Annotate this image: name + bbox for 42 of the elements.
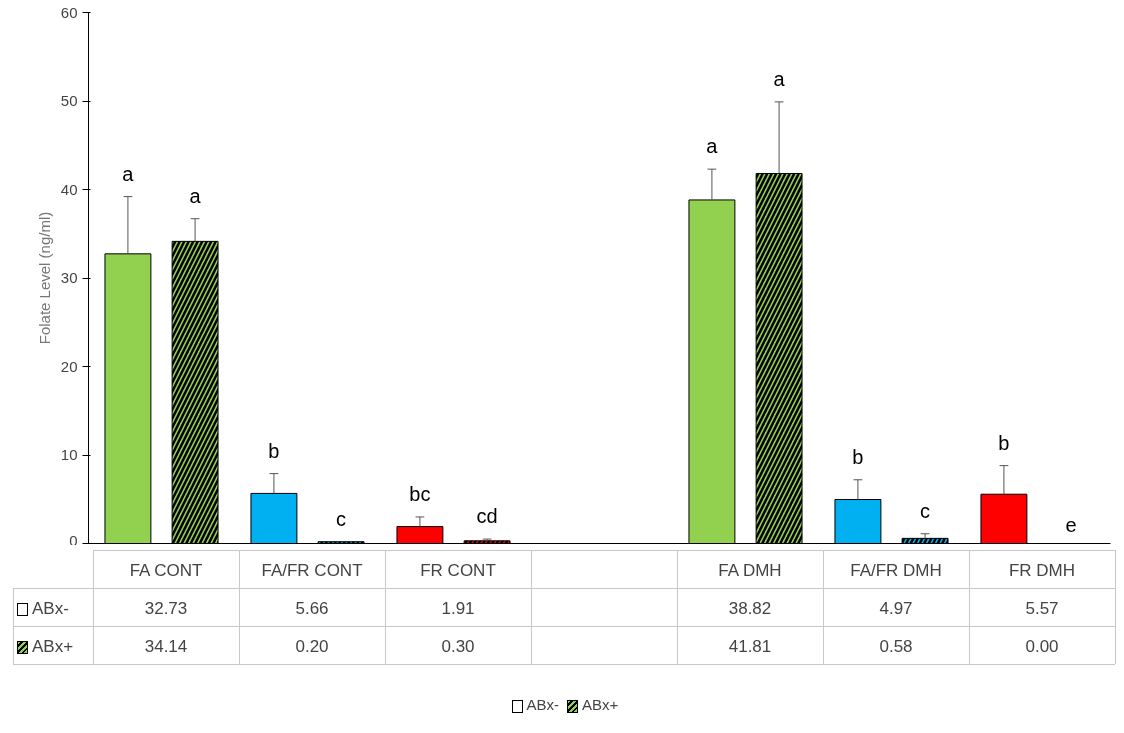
y-tick-label: 10	[60, 446, 78, 463]
x-tick-label: FA DMH	[717, 560, 783, 582]
y-tick-label: 20	[60, 357, 78, 375]
annotation: cd	[476, 505, 498, 528]
data-label: 38.82	[727, 598, 773, 620]
legend-label: ABx-	[32, 599, 69, 618]
y-tick-label: 50	[60, 92, 78, 109]
x-tick-label: FA CONT	[128, 560, 204, 582]
data-label: 34.14	[143, 636, 189, 658]
annotation: b	[852, 445, 864, 468]
annotation: b	[998, 431, 1010, 454]
data-label: 41.81	[727, 636, 773, 658]
annotation: c	[336, 507, 347, 530]
annotation: b	[268, 439, 280, 462]
data-label: 1.91	[440, 598, 476, 620]
annotation: a	[773, 67, 786, 90]
annotation: e	[1065, 513, 1077, 536]
data-label: 32.73	[143, 598, 189, 620]
text: ABx-	[526, 696, 560, 713]
text: ABx+	[582, 696, 619, 713]
data-label: 0.20	[294, 636, 330, 658]
data-label: 0.30	[440, 636, 476, 658]
data-label: 0.00	[1024, 636, 1060, 658]
legend-label: ABx+	[32, 637, 74, 656]
data-label: 4.97	[878, 598, 914, 620]
data-label: 5.57	[1024, 598, 1060, 620]
annotation: a	[122, 162, 135, 185]
data-label: 5.66	[294, 598, 330, 620]
y-tick-label: 60	[60, 3, 78, 21]
x-tick-label: FR DMH	[1007, 560, 1077, 582]
y-axis-title: Folate Level (ng/ml)	[35, 211, 53, 345]
x-tick-label: FA/FR CONT	[260, 560, 364, 582]
annotation: bc	[409, 482, 431, 505]
data-label: 0.58	[878, 636, 914, 658]
y-tick-label: 30	[60, 269, 78, 286]
y-tick-label: 40	[60, 180, 78, 198]
annotation: a	[706, 135, 719, 158]
y-tick-label: 0	[69, 531, 78, 549]
x-tick-label: FR CONT	[419, 560, 497, 582]
annotation: a	[189, 184, 202, 207]
x-tick-label: FA/FR DMH	[849, 560, 943, 582]
annotation: c	[920, 499, 931, 522]
